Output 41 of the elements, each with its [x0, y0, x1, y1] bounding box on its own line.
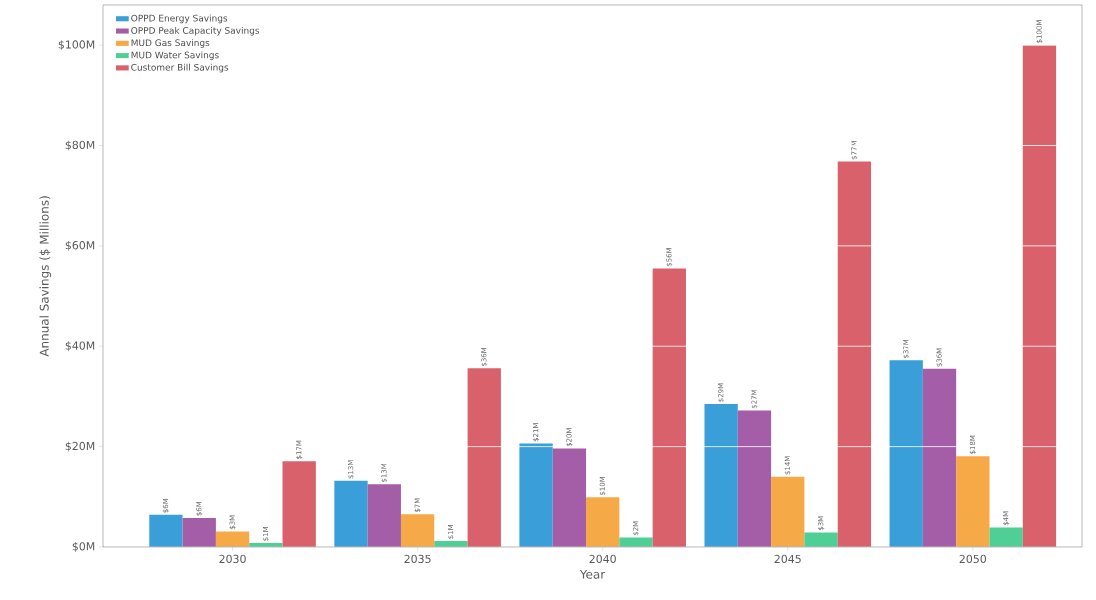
- bar: [334, 480, 368, 547]
- bar: [889, 360, 923, 547]
- bar: [989, 527, 1023, 547]
- bar: [1022, 45, 1057, 547]
- x-tick-label: 2035: [404, 554, 431, 564]
- bar: [956, 456, 990, 547]
- bar: [837, 161, 872, 547]
- y-axis-title: Annual Savings ($ Millions): [39, 196, 52, 357]
- bar: [367, 484, 401, 547]
- bar: [704, 403, 738, 547]
- bar: [467, 368, 501, 547]
- y-tick-label: $40M: [65, 341, 95, 352]
- bar: [519, 443, 553, 547]
- bar: [552, 448, 587, 547]
- bar: [400, 514, 435, 547]
- bar: [922, 368, 957, 547]
- legend-label: MUD Water Savings: [131, 51, 219, 61]
- y-tick-label: $20M: [65, 441, 95, 452]
- x-tick-label: 2045: [774, 554, 801, 564]
- bar: [804, 532, 838, 547]
- bar: [737, 410, 772, 547]
- x-tick-label: 2030: [219, 554, 246, 564]
- bar: [586, 497, 620, 547]
- y-tick-label: $0M: [72, 542, 95, 552]
- bar: [182, 517, 216, 547]
- legend-label: MUD Gas Savings: [131, 39, 210, 48]
- bar: [652, 268, 686, 547]
- y-tick-label: $80M: [65, 140, 95, 151]
- x-tick-label: 2050: [959, 554, 987, 564]
- y-tick-label: $60M: [65, 240, 95, 251]
- bar: [215, 531, 250, 547]
- bar: [282, 461, 316, 547]
- bar: [149, 514, 183, 547]
- x-axis-title: Year: [579, 569, 606, 579]
- legend-label: OPPD Peak Capacity Savings: [131, 26, 260, 36]
- x-tick-label: 2040: [589, 554, 616, 564]
- legend-label: Customer Bill Savings: [131, 63, 229, 73]
- bar: [619, 537, 653, 547]
- y-tick-label: $100M: [58, 40, 95, 51]
- legend-label: OPPD Energy Savings: [131, 14, 228, 24]
- bar: [771, 476, 805, 547]
